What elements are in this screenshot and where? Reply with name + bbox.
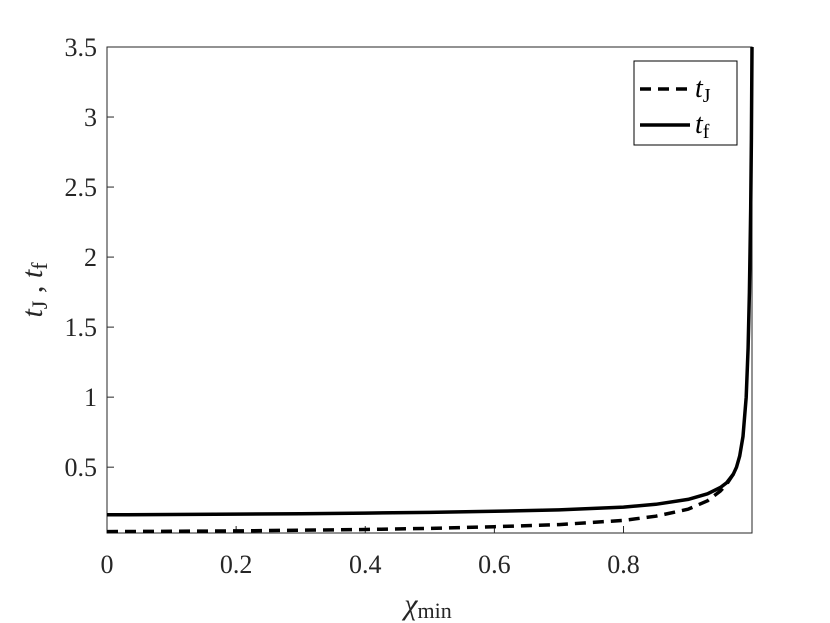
- x-axis: 0 0.2 0.4 0.6 0.8: [101, 526, 640, 579]
- x-tick-label: 0.4: [349, 550, 382, 579]
- y-tick-label: 2.5: [65, 173, 98, 202]
- legend-label-tJ: tJ: [695, 73, 711, 107]
- series-layer: [106, 46, 754, 534]
- y-axis: 0.5 1 1.5 2 2.5 3 3.5: [65, 33, 114, 482]
- x-tick-label: 0.6: [478, 550, 511, 579]
- series-line-tJ: [106, 473, 735, 534]
- y-tick-label: 2: [84, 243, 97, 272]
- y-tick-label: 0.5: [65, 453, 98, 482]
- legend-label-tf: tf: [695, 109, 710, 143]
- y-tick-label: 3.5: [65, 33, 98, 62]
- y-tick-label: 3: [84, 103, 97, 132]
- x-axis-label: χmin: [401, 588, 451, 623]
- series-line-tf: [106, 46, 754, 517]
- legend-box: [633, 60, 738, 146]
- y-tick-label: 1.5: [65, 313, 98, 342]
- x-tick-label: 0.8: [607, 550, 640, 579]
- x-tick-label: 0: [101, 550, 114, 579]
- y-tick-label: 1: [84, 383, 97, 412]
- legend: tJ tf: [633, 60, 738, 146]
- y-axis-label: tJ , tf: [16, 262, 52, 318]
- x-tick-label: 0.2: [220, 550, 253, 579]
